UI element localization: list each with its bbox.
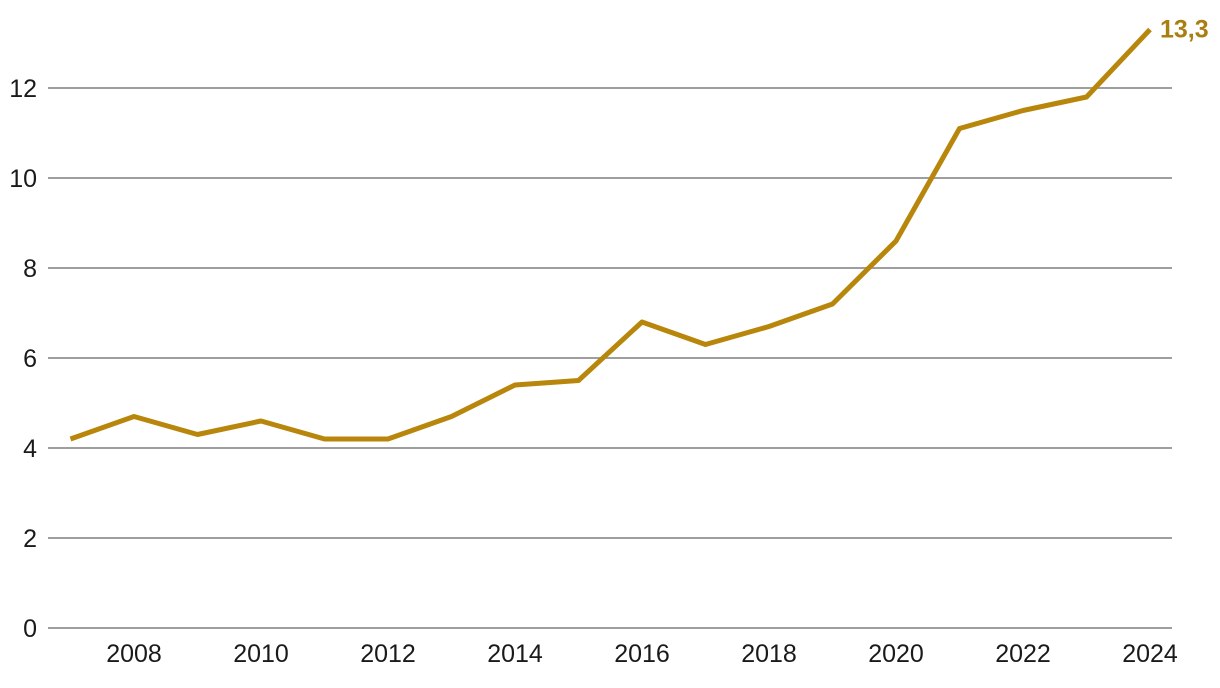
y-axis-tick-label: 8 <box>23 255 37 283</box>
y-axis-tick-label: 2 <box>23 525 37 553</box>
x-axis-tick-label: 2022 <box>995 640 1051 668</box>
x-axis-tick-label: 2024 <box>1122 640 1178 668</box>
x-axis-tick-label: 2018 <box>741 640 797 668</box>
x-axis-tick-label: 2010 <box>233 640 289 668</box>
x-axis-tick-label: 2008 <box>106 640 162 668</box>
y-axis-tick-label: 4 <box>23 435 37 463</box>
y-axis-tick-label: 12 <box>9 75 37 103</box>
x-axis-tick-label: 2016 <box>614 640 670 668</box>
series-end-value-label: 13,3 <box>1160 16 1209 44</box>
x-axis-tick-label: 2012 <box>360 640 416 668</box>
y-axis-tick-label: 6 <box>23 345 37 373</box>
x-axis-tick-label: 2014 <box>487 640 543 668</box>
data-series-line <box>69 27 1152 442</box>
x-axis-tick-label: 2020 <box>868 640 924 668</box>
y-axis-tick-label: 0 <box>23 615 37 643</box>
y-axis-tick-label: 10 <box>9 165 37 193</box>
